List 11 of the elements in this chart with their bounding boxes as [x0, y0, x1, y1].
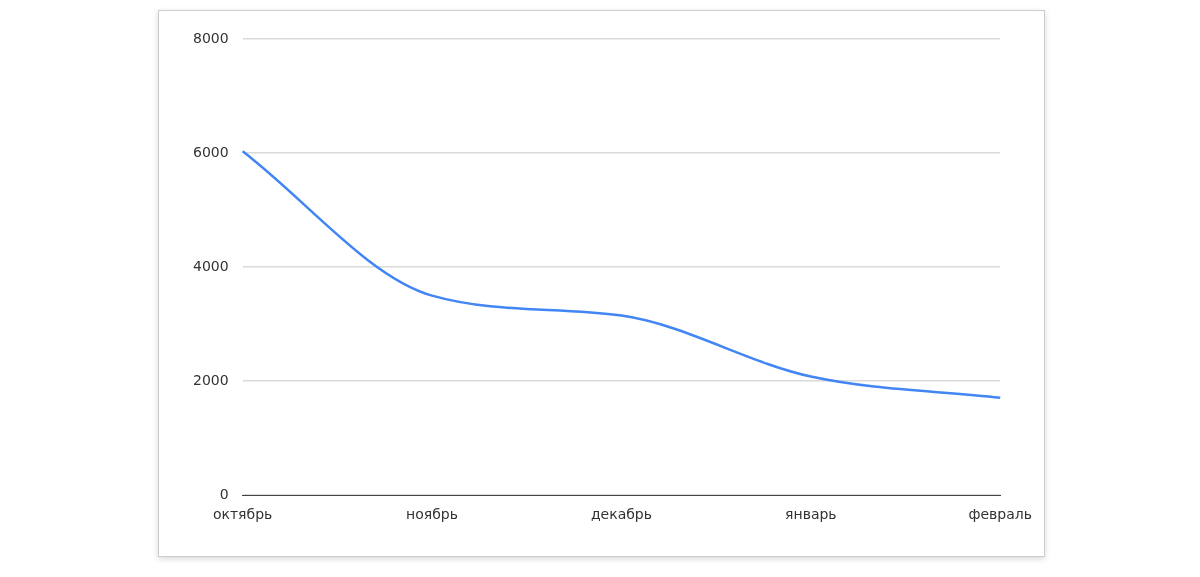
- y-tick-label: 6000: [192, 143, 229, 160]
- y-tick-label: 2000: [192, 371, 229, 388]
- x-tick-label: октябрь: [212, 506, 273, 523]
- x-tick-label: ноябрь: [406, 506, 458, 523]
- y-tick-label: 4000: [192, 257, 229, 274]
- y-tick-label: 8000: [192, 29, 229, 46]
- y-tick-label: 0: [219, 485, 229, 502]
- x-tick-label: февраль: [968, 506, 1032, 523]
- x-tick-label: январь: [785, 506, 837, 523]
- x-tick-label: декабрь: [590, 506, 652, 523]
- line-series: [241, 150, 1002, 399]
